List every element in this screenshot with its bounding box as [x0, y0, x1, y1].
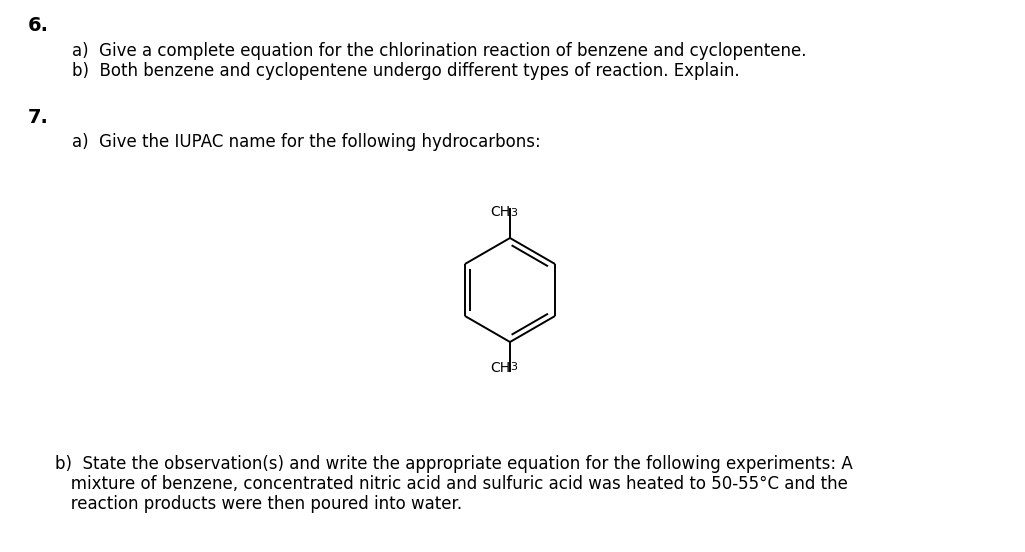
Text: 7.: 7. — [28, 108, 49, 127]
Text: reaction products were then poured into water.: reaction products were then poured into … — [55, 495, 462, 513]
Text: CH: CH — [490, 205, 510, 219]
Text: 3: 3 — [510, 208, 517, 218]
Text: a)  Give a complete equation for the chlorination reaction of benzene and cyclop: a) Give a complete equation for the chlo… — [72, 42, 807, 60]
Text: 3: 3 — [510, 362, 517, 372]
Text: a)  Give the IUPAC name for the following hydrocarbons:: a) Give the IUPAC name for the following… — [72, 133, 541, 151]
Text: b)  Both benzene and cyclopentene undergo different types of reaction. Explain.: b) Both benzene and cyclopentene undergo… — [72, 62, 740, 80]
Text: b)  State the observation(s) and write the appropriate equation for the followin: b) State the observation(s) and write th… — [55, 455, 853, 473]
Text: mixture of benzene, concentrated nitric acid and sulfuric acid was heated to 50-: mixture of benzene, concentrated nitric … — [55, 475, 848, 493]
Text: CH: CH — [490, 361, 510, 375]
Text: 6.: 6. — [28, 16, 49, 35]
